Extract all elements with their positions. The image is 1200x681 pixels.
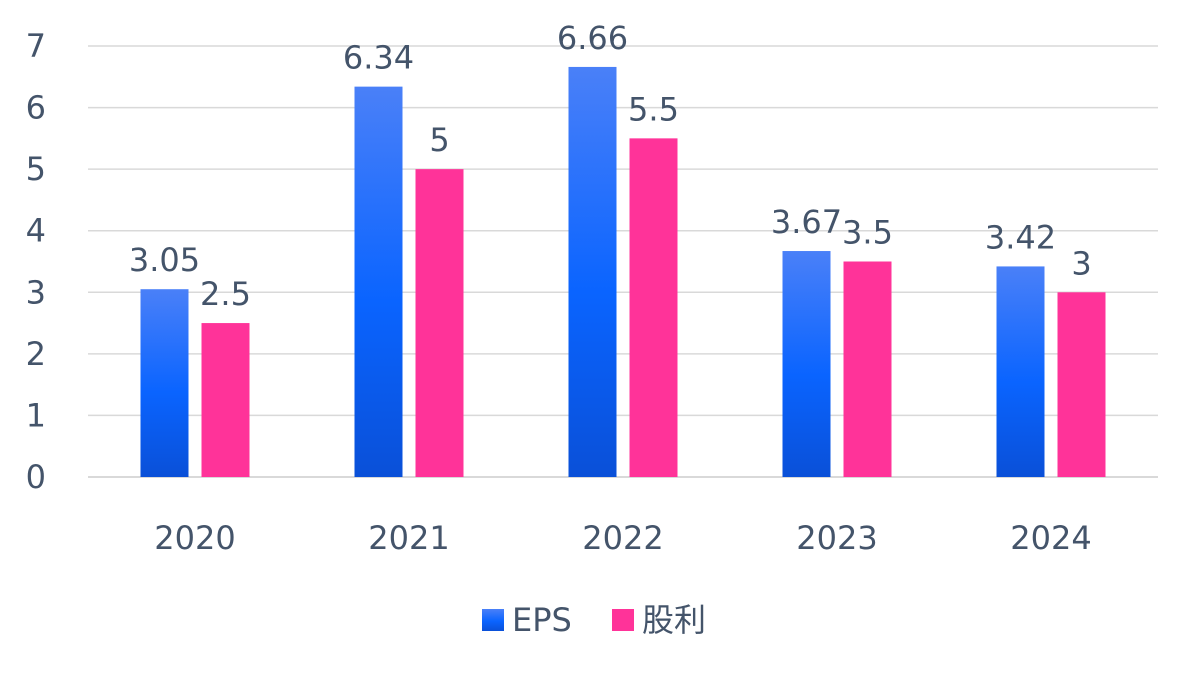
legend-label: 股利 xyxy=(642,601,706,639)
bar-eps xyxy=(996,266,1045,477)
y-tick-label: 6 xyxy=(26,89,46,127)
data-label: 5 xyxy=(429,121,449,159)
bar-dividend xyxy=(1057,292,1106,477)
legend: EPS 股利 xyxy=(482,601,706,639)
y-tick-label: 4 xyxy=(26,212,46,250)
y-tick-label: 2 xyxy=(26,335,46,373)
x-tick-label: 2021 xyxy=(368,519,449,557)
legend-swatch xyxy=(612,609,634,631)
data-label: 3.67 xyxy=(771,203,842,241)
y-tick-label: 1 xyxy=(26,396,46,434)
data-label: 3.05 xyxy=(129,241,200,279)
data-labels: 3.052.5 6.34 5 6.665.5 3.67 3.5 3.42 3 xyxy=(129,19,1092,313)
gridlines xyxy=(88,45,1158,478)
data-label: 5.5 xyxy=(628,90,679,128)
bars xyxy=(140,66,1106,477)
data-label: 3 xyxy=(1071,244,1091,282)
data-label: 2.5 xyxy=(200,275,251,313)
bar-eps xyxy=(782,251,831,477)
data-label: 6.66 xyxy=(557,19,628,57)
y-tick-label: 5 xyxy=(26,150,46,188)
data-label: 3.42 xyxy=(985,218,1056,256)
legend-swatch xyxy=(482,609,504,631)
bar-dividend xyxy=(415,169,464,477)
y-tick-label: 7 xyxy=(26,27,46,65)
x-axis-ticks: 2020 2021 2022 2023 2024 xyxy=(154,519,1091,557)
bar-eps xyxy=(568,66,617,477)
y-tick-label: 3 xyxy=(26,273,46,311)
x-tick-label: 2023 xyxy=(796,519,877,557)
bar-eps xyxy=(354,86,403,477)
x-tick-label: 2020 xyxy=(154,519,235,557)
legend-label: EPS xyxy=(512,601,572,639)
data-label: 6.34 xyxy=(343,39,414,77)
y-tick-label: 0 xyxy=(26,458,46,496)
x-tick-label: 2024 xyxy=(1010,519,1091,557)
x-tick-label: 2022 xyxy=(582,519,663,557)
bar-eps xyxy=(140,289,189,477)
bar-dividend xyxy=(629,138,678,477)
bar-dividend xyxy=(201,323,250,477)
data-label: 3.5 xyxy=(842,214,893,252)
bar-dividend xyxy=(843,261,892,477)
y-axis-ticks: 0 1 2 3 4 5 6 7 xyxy=(26,27,46,496)
